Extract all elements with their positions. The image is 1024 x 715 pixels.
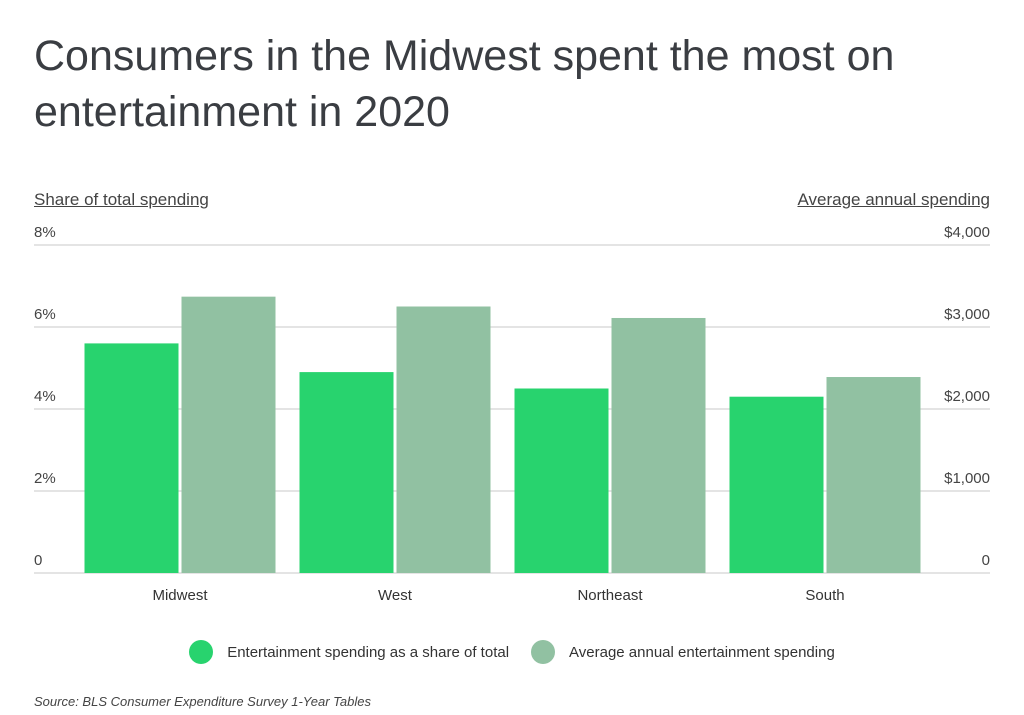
category-label: South xyxy=(805,587,844,604)
left-tick-label: 0 xyxy=(34,552,42,569)
left-tick-label: 6% xyxy=(34,306,56,323)
bar-northeast-average xyxy=(611,317,706,573)
bar-south-average xyxy=(826,377,921,573)
left-tick-label: 8% xyxy=(34,224,56,241)
bar-west-average xyxy=(396,306,491,573)
right-tick-label: 0 xyxy=(982,552,990,569)
left-axis-title: Share of total spending xyxy=(34,190,209,209)
chart-title: Consumers in the Midwest spent the most … xyxy=(34,32,895,136)
left-tick-label: 4% xyxy=(34,388,56,405)
category-label: West xyxy=(378,587,413,604)
left-tick-label: 2% xyxy=(34,470,56,487)
bar-midwest-share xyxy=(84,343,179,573)
legend-item-share: Entertainment spending as a share of tot… xyxy=(189,640,509,664)
bar-midwest-average xyxy=(181,296,276,573)
right-tick-label: $1,000 xyxy=(944,470,990,487)
legend-label-average: Average annual entertainment spending xyxy=(569,643,835,661)
right-tick-label: $4,000 xyxy=(944,224,990,241)
legend: Entertainment spending as a share of tot… xyxy=(0,640,1024,664)
right-tick-label: $2,000 xyxy=(944,388,990,405)
legend-swatch-average xyxy=(531,640,556,664)
bar-northeast-share xyxy=(514,388,609,573)
category-label: Northeast xyxy=(577,587,643,604)
category-label: Midwest xyxy=(152,587,208,604)
source-note: Source: BLS Consumer Expenditure Survey … xyxy=(34,694,371,709)
legend-label-share: Entertainment spending as a share of tot… xyxy=(227,643,510,661)
bar-south-share xyxy=(729,396,824,573)
legend-item-average: Average annual entertainment spending xyxy=(531,640,835,664)
legend-swatch-share xyxy=(189,640,214,664)
right-axis-title: Average annual spending xyxy=(797,190,990,209)
right-tick-label: $3,000 xyxy=(944,306,990,323)
bar-west-share xyxy=(299,372,394,573)
